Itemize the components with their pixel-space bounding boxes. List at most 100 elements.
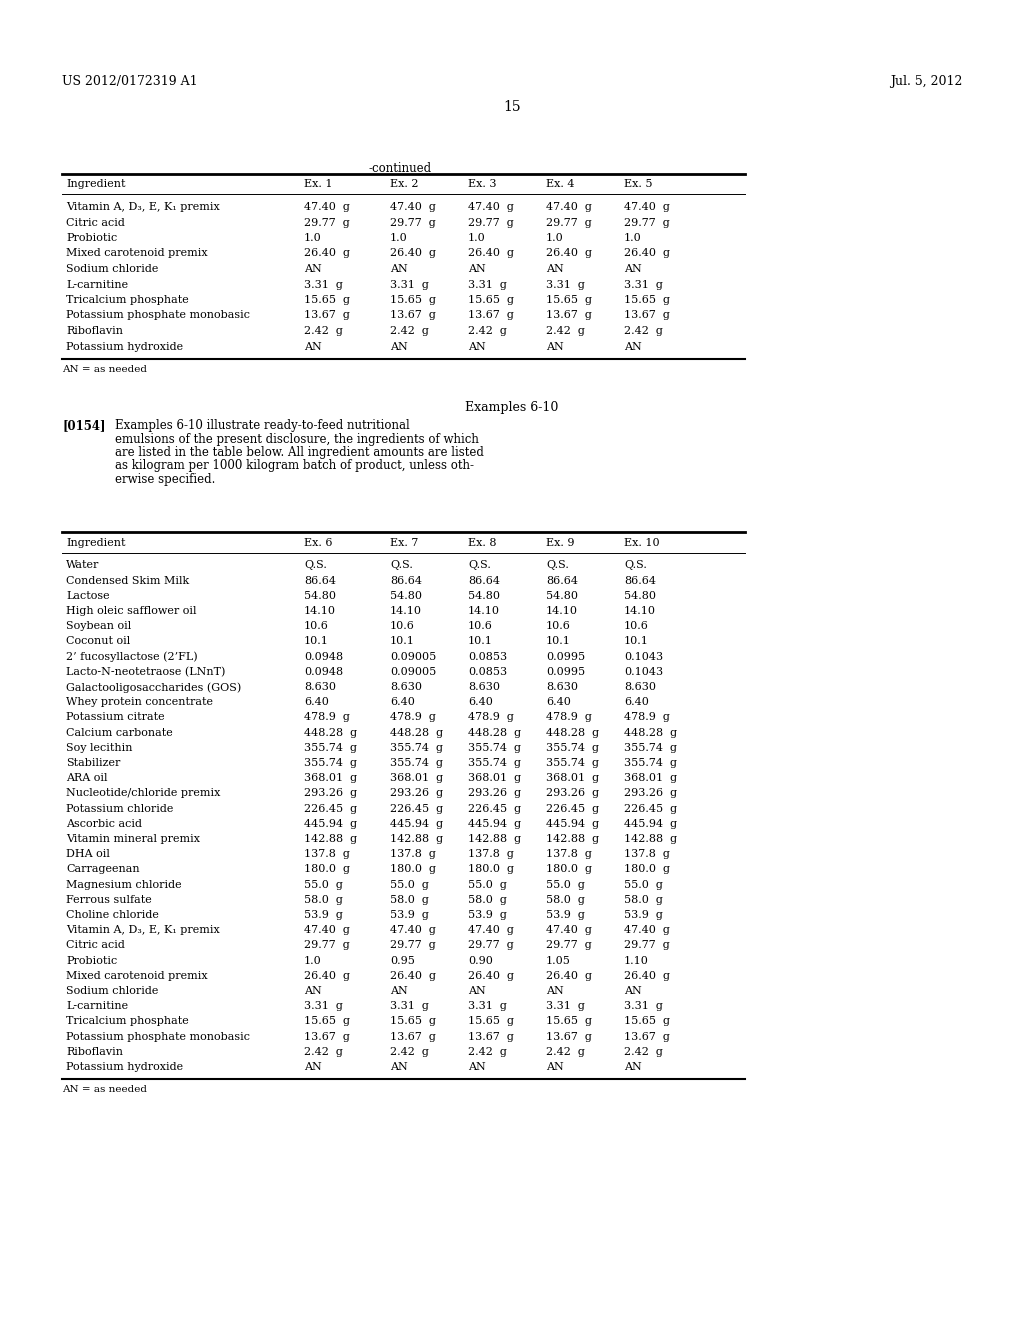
Text: 8.630: 8.630 [468,682,500,692]
Text: Soybean oil: Soybean oil [66,622,131,631]
Text: 142.88  g: 142.88 g [624,834,677,843]
Text: 355.74  g: 355.74 g [624,743,677,752]
Text: 3.31  g: 3.31 g [390,280,429,289]
Text: Sodium chloride: Sodium chloride [66,264,159,275]
Text: Ex. 1: Ex. 1 [304,180,333,189]
Text: Ex. 7: Ex. 7 [390,537,419,548]
Text: 86.64: 86.64 [468,576,500,586]
Text: Q.S.: Q.S. [624,561,647,570]
Text: 6.40: 6.40 [390,697,415,708]
Text: 0.1043: 0.1043 [624,667,664,677]
Text: 448.28  g: 448.28 g [468,727,521,738]
Text: 8.630: 8.630 [624,682,656,692]
Text: 10.6: 10.6 [390,622,415,631]
Text: Ferrous sulfate: Ferrous sulfate [66,895,152,906]
Text: DHA oil: DHA oil [66,849,110,859]
Text: Soy lecithin: Soy lecithin [66,743,132,752]
Text: 180.0  g: 180.0 g [546,865,592,874]
Text: AN: AN [468,342,485,351]
Text: AN: AN [546,264,564,275]
Text: 26.40  g: 26.40 g [546,248,592,259]
Text: Water: Water [66,561,99,570]
Text: 142.88  g: 142.88 g [390,834,443,843]
Text: 355.74  g: 355.74 g [468,743,521,752]
Text: 355.74  g: 355.74 g [546,743,599,752]
Text: 2.42  g: 2.42 g [390,326,429,337]
Text: AN: AN [304,1063,322,1072]
Text: 2.42  g: 2.42 g [468,1047,507,1057]
Text: 448.28  g: 448.28 g [624,727,677,738]
Text: 14.10: 14.10 [546,606,578,616]
Text: 29.77  g: 29.77 g [390,218,436,227]
Text: 15.65  g: 15.65 g [304,294,350,305]
Text: Examples 6-10 illustrate ready-to-feed nutritional: Examples 6-10 illustrate ready-to-feed n… [115,418,410,432]
Text: 86.64: 86.64 [304,576,336,586]
Text: 445.94  g: 445.94 g [624,818,677,829]
Text: 58.0  g: 58.0 g [624,895,663,906]
Text: 0.0948: 0.0948 [304,667,343,677]
Text: Choline chloride: Choline chloride [66,909,159,920]
Text: 2.42  g: 2.42 g [546,326,585,337]
Text: AN: AN [624,342,642,351]
Text: 293.26  g: 293.26 g [624,788,677,799]
Text: 55.0  g: 55.0 g [624,879,663,890]
Text: 0.0995: 0.0995 [546,667,585,677]
Text: 13.67  g: 13.67 g [546,310,592,321]
Text: emulsions of the present disclosure, the ingredients of which: emulsions of the present disclosure, the… [115,433,479,446]
Text: 0.90: 0.90 [468,956,493,966]
Text: 478.9  g: 478.9 g [624,713,670,722]
Text: 0.0853: 0.0853 [468,652,507,661]
Text: 14.10: 14.10 [390,606,422,616]
Text: AN: AN [624,986,642,997]
Text: 368.01  g: 368.01 g [468,774,521,783]
Text: 478.9  g: 478.9 g [468,713,514,722]
Text: 54.80: 54.80 [390,591,422,601]
Text: AN: AN [304,986,322,997]
Text: 3.31  g: 3.31 g [624,280,663,289]
Text: 142.88  g: 142.88 g [304,834,357,843]
Text: AN: AN [624,264,642,275]
Text: Lacto-N-neotetraose (LNnT): Lacto-N-neotetraose (LNnT) [66,667,225,677]
Text: Riboflavin: Riboflavin [66,1047,123,1057]
Text: AN: AN [304,342,322,351]
Text: 15.65  g: 15.65 g [390,294,436,305]
Text: 29.77  g: 29.77 g [304,218,350,227]
Text: 29.77  g: 29.77 g [546,940,592,950]
Text: 15.65  g: 15.65 g [546,1016,592,1027]
Text: AN: AN [390,342,408,351]
Text: 58.0  g: 58.0 g [304,895,343,906]
Text: 2.42  g: 2.42 g [546,1047,585,1057]
Text: Examples 6-10: Examples 6-10 [465,401,559,414]
Text: 54.80: 54.80 [624,591,656,601]
Text: 13.67  g: 13.67 g [468,1032,514,1041]
Text: Carrageenan: Carrageenan [66,865,139,874]
Text: 29.77  g: 29.77 g [468,218,514,227]
Text: 15.65  g: 15.65 g [390,1016,436,1027]
Text: ARA oil: ARA oil [66,774,108,783]
Text: 86.64: 86.64 [624,576,656,586]
Text: Ingredient: Ingredient [66,537,126,548]
Text: Q.S.: Q.S. [390,561,413,570]
Text: 355.74  g: 355.74 g [390,758,443,768]
Text: 55.0  g: 55.0 g [546,879,585,890]
Text: 54.80: 54.80 [546,591,578,601]
Text: 0.0948: 0.0948 [304,652,343,661]
Text: [0154]: [0154] [62,418,105,432]
Text: 6.40: 6.40 [468,697,493,708]
Text: 53.9  g: 53.9 g [390,909,429,920]
Text: 2.42  g: 2.42 g [468,326,507,337]
Text: 226.45  g: 226.45 g [390,804,443,813]
Text: 2’ fucosyllactose (2’FL): 2’ fucosyllactose (2’FL) [66,652,198,663]
Text: 26.40  g: 26.40 g [624,972,670,981]
Text: 58.0  g: 58.0 g [468,895,507,906]
Text: 29.77  g: 29.77 g [468,940,514,950]
Text: AN: AN [468,1063,485,1072]
Text: 13.67  g: 13.67 g [390,310,436,321]
Text: Potassium citrate: Potassium citrate [66,713,165,722]
Text: Ex. 9: Ex. 9 [546,537,574,548]
Text: 226.45  g: 226.45 g [468,804,521,813]
Text: 10.1: 10.1 [624,636,649,647]
Text: Nucleotide/chloride premix: Nucleotide/chloride premix [66,788,220,799]
Text: 180.0  g: 180.0 g [624,865,670,874]
Text: High oleic safflower oil: High oleic safflower oil [66,606,197,616]
